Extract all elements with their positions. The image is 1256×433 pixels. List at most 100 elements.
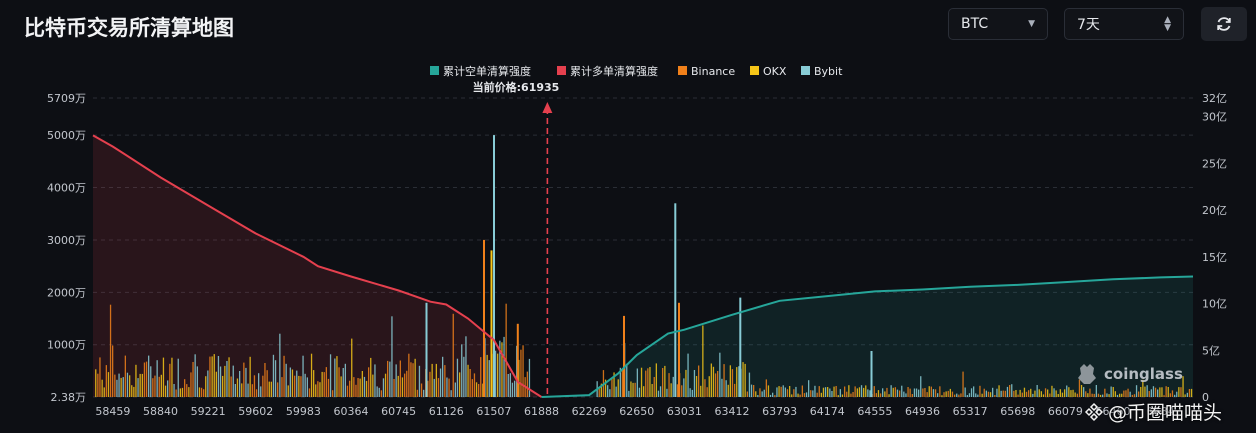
binance-bar [759,388,761,397]
bybit-bar [782,385,784,397]
okx-bar [884,391,886,397]
binance-bar [1123,390,1125,397]
binance-bar [894,387,896,397]
coin-select[interactable]: BTC ▼ [948,8,1048,40]
binance-bar [338,367,340,397]
okx-bar [224,365,226,397]
binance-bar [816,392,818,397]
bybit-bar [784,387,786,397]
binance-bar [653,377,655,397]
binance-bar [911,394,913,397]
binance-bar [143,362,146,397]
binance-bar [645,370,647,397]
legend-label: Binance [691,65,735,78]
okx-bar [1119,393,1121,397]
okx-bar [120,377,122,397]
binance-bar [780,386,782,397]
y-right-tick-label: 32亿 [1202,92,1227,105]
okx-bar [431,363,433,397]
okx-bar [179,388,181,397]
bybit-bar [973,386,975,397]
period-select[interactable]: 7天 ▲ ▼ [1064,8,1184,40]
y-right-tick-label: 0 [1202,391,1209,404]
bybit-bar [1174,394,1176,397]
bybit-bar [757,395,759,397]
okx-bar [270,381,272,397]
refresh-icon [1217,17,1231,31]
bybit-bar [1000,390,1002,397]
okx-bar [1178,387,1180,397]
bybit-bar [683,378,685,397]
bybit-bar [869,390,871,397]
binance-bar [979,385,981,397]
binance-bar [1171,390,1174,397]
okx-bar [613,372,615,397]
bybit-bar [207,370,209,397]
bybit-bar [1106,393,1108,397]
binance-bar [158,376,160,397]
binance-bar [416,389,418,397]
bybit-bar [659,386,662,397]
okx-bar [310,353,313,397]
bybit-bar [507,374,509,397]
bybit-bar [516,345,518,397]
y-right-tick-label: 5亿 [1202,344,1220,357]
okx-bar [215,371,217,397]
okx-bar [475,382,478,397]
okx-bar [1057,394,1059,397]
okx-bar [1182,376,1184,397]
okx-bar [1167,387,1169,397]
bybit-bar [378,387,380,397]
binance-bar [209,356,211,397]
okx-bar [1190,388,1193,397]
x-tick-label: 64174 [810,405,845,418]
okx-bar [1121,393,1123,397]
binance-bar [1044,388,1047,397]
bybit-bar [1083,387,1085,397]
okx-bar [1038,389,1040,397]
binance-bar [1188,389,1191,397]
okx-bar [1108,394,1110,397]
bybit-bar [306,377,308,397]
okx-bar [649,367,651,397]
binance-bar [886,387,888,397]
bybit-bar [814,385,816,397]
legend-label: 累计多单清算强度 [570,64,658,78]
okx-bar [600,383,602,397]
bybit-bar [137,378,139,397]
bybit-bar [509,373,511,397]
okx-bar [1072,389,1074,397]
binance-bar [230,376,232,397]
bybit-bar [334,358,336,397]
bybit-bar [1129,391,1131,397]
okx-bar [370,357,372,397]
okx-bar [989,392,992,397]
binance-bar [947,390,949,397]
x-tick-label: 61888 [524,405,559,418]
binance-bar [621,369,624,397]
binance-bar [939,386,941,397]
bybit-bar [1036,385,1038,397]
bybit-bar [882,388,884,397]
okx-bar [490,250,493,397]
short-cumulative-line [541,275,1194,398]
binance-bar [698,365,700,397]
bybit-bar [274,360,277,397]
okx-bar [1144,386,1146,397]
bybit-bar [1006,386,1009,397]
x-tick-label: 59983 [286,405,321,418]
watermark-author-text: @币圈喵喵头 [1108,402,1223,424]
binance-bar [277,382,279,397]
bybit-bar [463,356,465,397]
okx-bar [945,391,947,397]
okx-bar [643,386,645,397]
binance-bar [251,384,253,397]
x-tick-label: 60364 [334,405,369,418]
okx-bar [604,379,607,397]
okx-bar [708,376,710,397]
binance-bar [520,349,522,397]
refresh-button[interactable] [1201,7,1247,41]
binance-bar [994,395,996,397]
current-price-label: 当前价格:61935 [473,80,560,94]
bybit-bar [607,385,609,397]
